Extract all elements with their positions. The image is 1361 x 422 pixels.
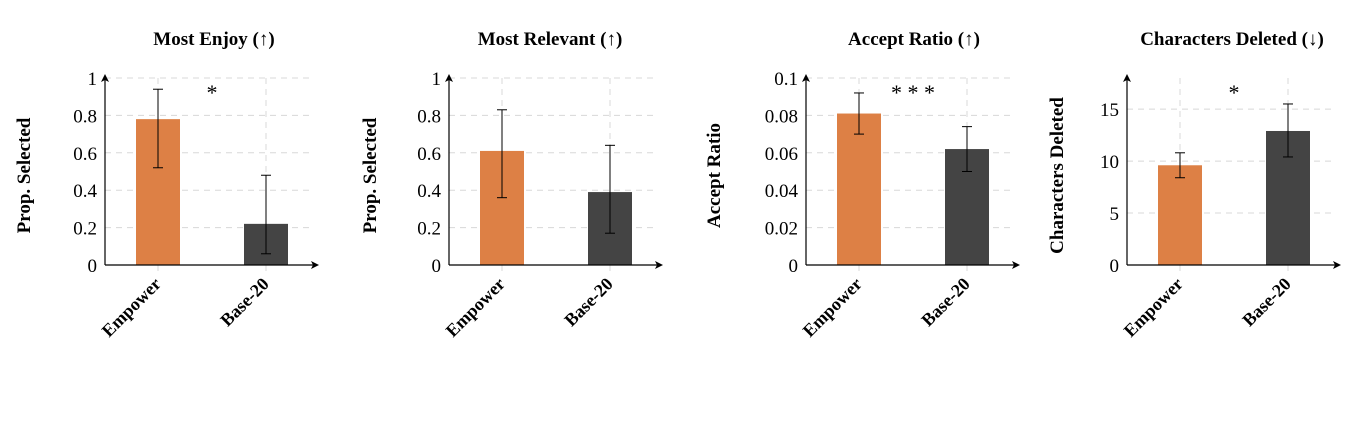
significance-annotation: * (1229, 80, 1240, 105)
ytick-label: 0.04 (765, 181, 799, 202)
ytick-label: 0.4 (417, 181, 441, 202)
chart-1: 0 0.2 0.4 0.6 0.8 1 Empower Base-20 Most Enjoy (… (14, 29, 319, 341)
chart-3: 0 0.02 0.04 0.06 0.08 0.1 Empower Base-20 Accept… (704, 29, 1020, 341)
ytick-label: 0.8 (73, 106, 97, 127)
xtick-label: Base-20 (917, 274, 974, 331)
ytick-label: 5 (1110, 204, 1120, 225)
ytick-label: 0.06 (765, 144, 798, 165)
xtick-label: Empower (442, 274, 509, 341)
x-axis-arrow-icon (1012, 261, 1020, 269)
y-axis-label: Accept Ratio (704, 123, 725, 228)
y-axis-arrow-icon (445, 74, 453, 82)
y-axis-label: Prop. Selected (360, 117, 381, 233)
ytick-label: 0.6 (417, 144, 441, 165)
ytick-label: 10 (1100, 152, 1119, 173)
ytick-label: 0.1 (774, 69, 798, 90)
ytick-label: 0 (88, 256, 98, 277)
ytick-label: 0.2 (417, 219, 441, 240)
ytick-label: 1 (88, 69, 98, 90)
y-axis-label: Prop. Selected (14, 117, 35, 233)
significance-annotation: * * * (891, 80, 935, 105)
y-axis-arrow-icon (1123, 74, 1131, 82)
y-axis-arrow-icon (101, 74, 109, 82)
ytick-label: 0.08 (765, 106, 798, 127)
ytick-label: 1 (432, 69, 442, 90)
ytick-label: 0 (432, 256, 442, 277)
x-axis-arrow-icon (1333, 261, 1341, 269)
ytick-label: 0.4 (73, 181, 97, 202)
ytick-label: 15 (1100, 100, 1119, 121)
xtick-label: Base-20 (1238, 274, 1295, 331)
bar-empower (837, 113, 881, 265)
x-axis-arrow-icon (311, 261, 319, 269)
chart-2: 0 0.2 0.4 0.6 0.8 1 Empower Base-20 Most Relevan… (360, 29, 663, 341)
x-axis-arrow-icon (655, 261, 663, 269)
ytick-label: 0.6 (73, 144, 97, 165)
xtick-label: Empower (799, 274, 866, 341)
y-axis-arrow-icon (802, 74, 810, 82)
bar-empower (1158, 165, 1202, 265)
xtick-label: Base-20 (560, 274, 617, 331)
ytick-label: 0 (789, 256, 799, 277)
xtick-label: Empower (98, 274, 165, 341)
xtick-label: Empower (1120, 274, 1187, 341)
ytick-label: 0 (1110, 256, 1120, 277)
ytick-label: 0.2 (73, 219, 97, 240)
ytick-label: 0.02 (765, 219, 798, 240)
chart-title: Accept Ratio (↑) (848, 29, 980, 50)
chart-title: Most Enjoy (↑) (153, 29, 274, 50)
y-axis-label: Characters Deleted (1047, 97, 1068, 254)
xtick-label: Base-20 (216, 274, 273, 331)
chart-title: Most Relevant (↑) (478, 29, 623, 50)
ytick-label: 0.8 (417, 106, 441, 127)
significance-annotation: * (207, 80, 218, 105)
chart-4: 0 5 10 15 Empower Base-20 Characters Deleted (… (1047, 29, 1341, 341)
chart-title: Characters Deleted (↓) (1140, 29, 1324, 50)
